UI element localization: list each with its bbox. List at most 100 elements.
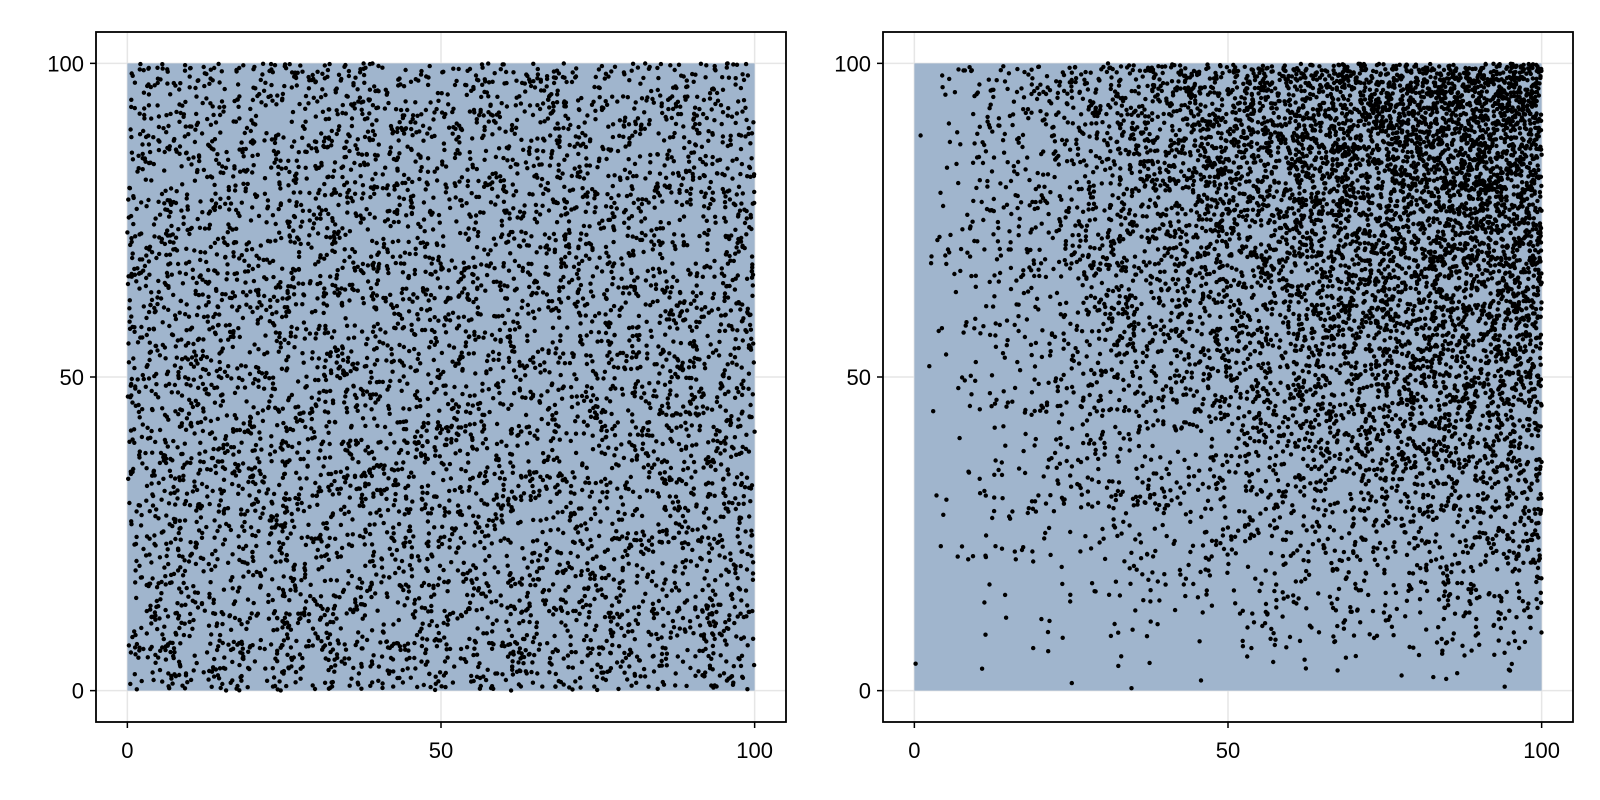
data-point (369, 628, 375, 633)
data-point (205, 494, 210, 499)
data-point (674, 393, 679, 398)
data-point (562, 157, 567, 162)
data-point (359, 580, 365, 585)
data-point (626, 157, 631, 162)
data-point (160, 645, 165, 650)
data-point (626, 225, 631, 230)
data-point (148, 160, 153, 165)
data-point (298, 241, 303, 247)
data-point (434, 426, 440, 431)
data-point (392, 210, 397, 215)
data-point (433, 636, 439, 642)
data-point (211, 112, 216, 118)
data-point (461, 579, 466, 584)
data-point (733, 337, 738, 342)
data-point (663, 332, 668, 337)
data-point (677, 289, 683, 295)
data-point (487, 589, 492, 594)
data-point (416, 221, 421, 227)
data-point (720, 75, 725, 80)
data-point (745, 73, 751, 78)
data-point (324, 630, 329, 635)
data-point (300, 302, 305, 307)
data-point (435, 368, 441, 373)
data-point (294, 83, 299, 88)
data-point (357, 95, 363, 100)
data-point (387, 151, 392, 157)
data-point (243, 186, 248, 191)
data-point (443, 190, 449, 195)
data-point (409, 574, 415, 579)
data-point (178, 664, 183, 669)
data-point (730, 596, 735, 602)
data-point (649, 239, 654, 244)
data-point (691, 397, 696, 402)
data-point (294, 326, 300, 331)
data-point (644, 319, 649, 324)
data-point (685, 647, 690, 653)
data-point (660, 226, 666, 231)
data-point (560, 509, 565, 515)
data-point (658, 93, 663, 98)
data-point (191, 364, 197, 369)
data-point (752, 189, 757, 195)
data-point (634, 580, 639, 585)
data-point (548, 499, 553, 504)
data-point (467, 505, 472, 510)
data-point (427, 126, 432, 131)
data-point (525, 338, 530, 344)
data-point (386, 270, 391, 276)
data-point (713, 432, 719, 437)
data-point (573, 431, 579, 436)
data-point (740, 302, 745, 307)
data-point (688, 385, 693, 390)
data-point (527, 472, 533, 477)
data-point (202, 226, 208, 231)
data-point (409, 210, 415, 216)
data-point (445, 589, 450, 594)
data-point (525, 606, 530, 612)
data-point (534, 172, 539, 178)
data-point (522, 203, 527, 208)
data-point (291, 228, 296, 233)
data-point (691, 364, 697, 369)
data-point (234, 69, 239, 74)
data-point (447, 343, 452, 348)
data-point (184, 328, 189, 333)
data-point (337, 124, 342, 129)
data-point (231, 639, 236, 645)
data-point (146, 327, 152, 332)
data-point (337, 192, 343, 198)
data-point (496, 146, 502, 151)
data-point (689, 423, 694, 428)
data-point (432, 390, 437, 395)
data-point (383, 330, 388, 335)
data-point (257, 468, 262, 473)
data-point (630, 419, 635, 424)
data-point (425, 156, 431, 161)
data-point (198, 249, 203, 255)
data-point (590, 274, 596, 279)
data-point (364, 355, 370, 361)
data-point (167, 323, 172, 329)
data-point (449, 436, 454, 442)
data-point (611, 275, 616, 281)
data-point (510, 157, 515, 162)
data-point (508, 460, 513, 465)
data-point (464, 384, 469, 389)
data-point (179, 603, 184, 608)
data-point (194, 519, 199, 525)
data-point (674, 425, 679, 430)
data-point (648, 303, 653, 308)
data-point (532, 328, 537, 334)
data-point (536, 647, 542, 652)
data-point (538, 245, 543, 250)
data-point (549, 299, 555, 304)
data-point (659, 635, 664, 640)
data-point (152, 234, 157, 239)
data-point (274, 513, 280, 518)
data-point (127, 326, 133, 331)
data-point (235, 308, 240, 313)
data-point (499, 603, 504, 608)
data-point (426, 421, 431, 426)
